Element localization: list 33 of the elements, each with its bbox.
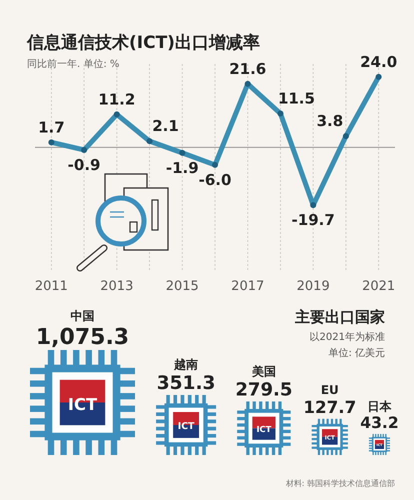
text: 主要出口国家 [294,308,385,326]
category-label: 美国 [250,364,276,378]
category-label: 日本 [367,399,392,414]
category-label: EU [320,383,339,398]
data-label: 43.2 [360,414,399,432]
data-label: -1.9 [166,158,199,177]
data-label: 21.6 [229,60,266,78]
category-label: 越南 [173,357,198,372]
category-label: 中国 [70,309,94,323]
x-tick-label: 2021 [362,279,396,294]
x-tick-label: 2013 [100,279,134,294]
text: 单位: 亿美元 [328,347,385,359]
data-label: -0.9 [68,156,100,174]
data-label: 11.2 [98,90,136,108]
data-label: 1.7 [38,118,65,136]
chart-title: 信息通信技术(ICT)出口增减率 [26,33,260,53]
data-label: 3.8 [316,112,344,130]
data-label: -19.7 [292,211,335,230]
x-tick-label: 2015 [166,279,199,294]
text: 材料: 韩国科学技术信息通信部 [284,479,395,488]
data-label: 127.7 [303,396,356,417]
data-label: 351.3 [156,372,216,394]
data-label: 24.0 [360,52,398,71]
x-tick-label: 2011 [34,279,68,294]
text: 以2021年为标准 [310,331,385,343]
chart-subtitle: 同比前一年. 单位: % [27,58,120,70]
x-tick-label: 2019 [296,279,330,294]
data-label: 1,075.3 [36,325,130,350]
data-label: -6.0 [198,170,232,189]
data-label: 2.1 [152,117,179,136]
data-label: 279.5 [235,379,292,400]
x-tick-label: 2017 [231,279,264,294]
data-label: 11.5 [278,90,315,108]
